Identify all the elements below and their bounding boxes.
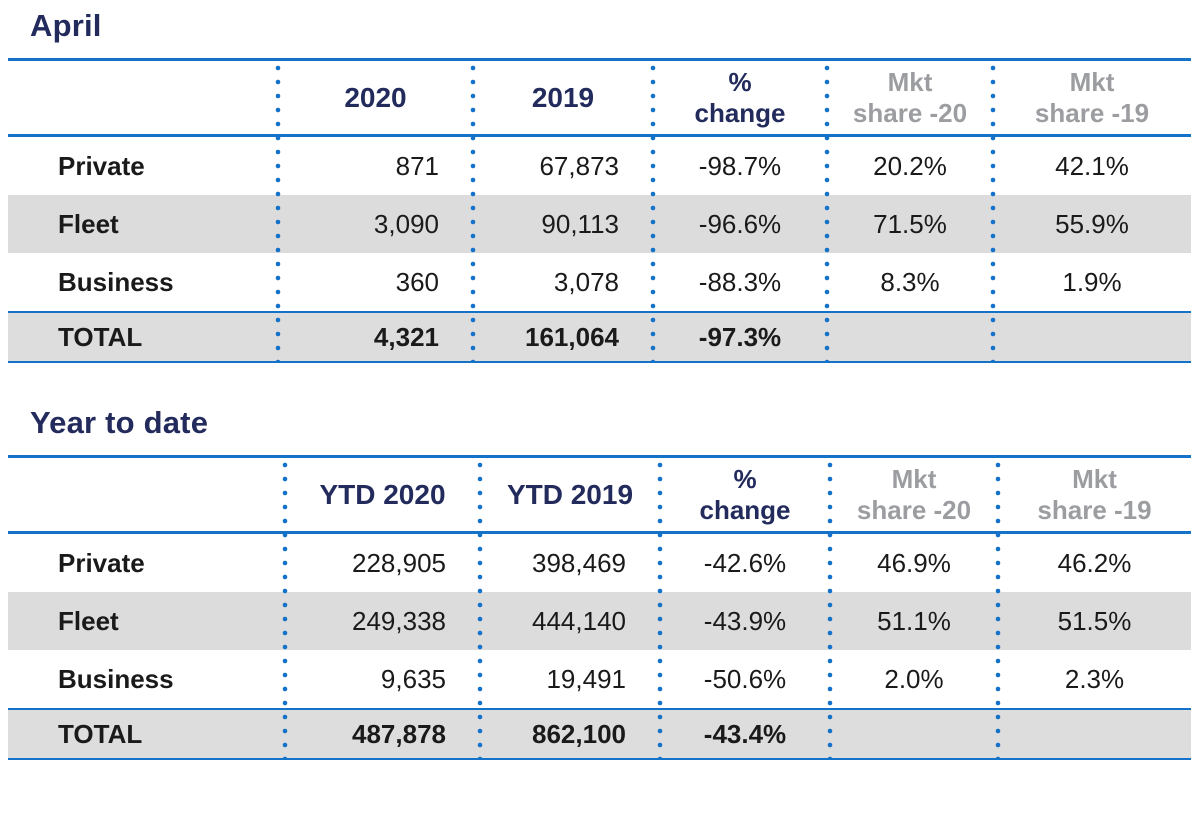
cell-mkt-share-20: 8.3% <box>880 266 940 297</box>
table-row-business: Business 9,635 19,491 -50.6% 2.0% 2.3% <box>8 650 1191 708</box>
header-mkt-share-19: Mkt share -19 <box>1034 66 1150 128</box>
april-table: 2020 2019 % change Mkt share -20 Mkt sha… <box>8 58 1191 363</box>
section-title-year-to-date: Year to date <box>30 405 209 440</box>
table-row-private: Private 228,905 398,469 -42.6% 46.9% 46.… <box>8 534 1191 592</box>
table-header-row: 2020 2019 % change Mkt share -20 Mkt sha… <box>8 61 1191 137</box>
table-row-private: Private 871 67,873 -98.7% 20.2% 42.1% <box>8 137 1191 195</box>
header-ytd-2020: YTD 2020 <box>319 478 446 510</box>
cell-percent-change: -42.6% <box>703 547 787 578</box>
cell-ytd-2020: 249,338 <box>352 605 446 636</box>
cell-ytd-2019: 19,491 <box>546 663 626 694</box>
cell-mkt-share-20: 46.9% <box>877 547 951 578</box>
cell-percent-change: -43.4% <box>703 718 787 749</box>
cell-ytd-2020: 487,878 <box>352 718 446 749</box>
table-row-fleet: Fleet 3,090 90,113 -96.6% 71.5% 55.9% <box>8 195 1191 253</box>
header-2019: 2019 <box>531 81 595 113</box>
cell-mkt-share-19: 1.9% <box>1062 266 1122 297</box>
header-percent-change: % change <box>694 66 786 128</box>
cell-label: Private <box>58 547 145 578</box>
table-header-row: YTD 2020 YTD 2019 % change Mkt share -20… <box>8 458 1191 534</box>
cell-label: TOTAL <box>58 321 143 352</box>
cell-2020: 4,321 <box>373 321 439 352</box>
cell-ytd-2019: 444,140 <box>532 605 626 636</box>
cell-percent-change: -97.3% <box>698 321 782 352</box>
cell-mkt-share-19: 42.1% <box>1055 150 1129 181</box>
cell-percent-change: -88.3% <box>698 266 782 297</box>
cell-label: TOTAL <box>58 718 143 749</box>
cell-percent-change: -50.6% <box>703 663 787 694</box>
cell-mkt-share-19: 55.9% <box>1055 208 1129 239</box>
cell-2019: 3,078 <box>553 266 619 297</box>
table-row-fleet: Fleet 249,338 444,140 -43.9% 51.1% 51.5% <box>8 592 1191 650</box>
cell-mkt-share-19: 51.5% <box>1057 605 1132 636</box>
table-row-business: Business 360 3,078 -88.3% 8.3% 1.9% <box>8 253 1191 311</box>
cell-2020: 360 <box>395 266 439 297</box>
cell-ytd-2020: 9,635 <box>380 663 446 694</box>
cell-mkt-share-20: 2.0% <box>884 663 944 694</box>
table-row-total: TOTAL 487,878 862,100 -43.4% <box>8 708 1191 760</box>
cell-label: Business <box>58 663 174 694</box>
section-title-april: April <box>30 8 102 43</box>
cell-label: Fleet <box>58 208 119 239</box>
cell-percent-change: -43.9% <box>703 605 787 636</box>
cell-mkt-share-19: 2.3% <box>1064 663 1125 694</box>
cell-mkt-share-19: 46.2% <box>1057 547 1132 578</box>
cell-percent-change: -96.6% <box>698 208 782 239</box>
cell-ytd-2020: 228,905 <box>352 547 446 578</box>
cell-ytd-2019: 398,469 <box>532 547 626 578</box>
cell-mkt-share-20: 71.5% <box>873 208 947 239</box>
cell-2019: 67,873 <box>539 150 619 181</box>
cell-2019: 161,064 <box>525 321 619 352</box>
header-2020: 2020 <box>344 81 407 113</box>
cell-label: Private <box>58 150 145 181</box>
cell-2020: 871 <box>395 150 439 181</box>
cell-2020: 3,090 <box>373 208 439 239</box>
cell-mkt-share-20: 51.1% <box>877 605 951 636</box>
header-mkt-share-19: Mkt share -19 <box>1037 463 1152 525</box>
cell-label: Business <box>58 266 174 297</box>
header-percent-change: % change <box>699 463 791 525</box>
year-to-date-table: YTD 2020 YTD 2019 % change Mkt share -20… <box>8 455 1191 760</box>
cell-label: Fleet <box>58 605 119 636</box>
cell-mkt-share-20: 20.2% <box>873 150 947 181</box>
cell-ytd-2019: 862,100 <box>532 718 626 749</box>
table-row-total: TOTAL 4,321 161,064 -97.3% <box>8 311 1191 363</box>
cell-2019: 90,113 <box>541 208 619 239</box>
header-ytd-2019: YTD 2019 <box>506 478 634 510</box>
cell-percent-change: -98.7% <box>698 150 782 181</box>
header-mkt-share-20: Mkt share -20 <box>852 66 968 128</box>
header-mkt-share-20: Mkt share -20 <box>856 463 972 525</box>
